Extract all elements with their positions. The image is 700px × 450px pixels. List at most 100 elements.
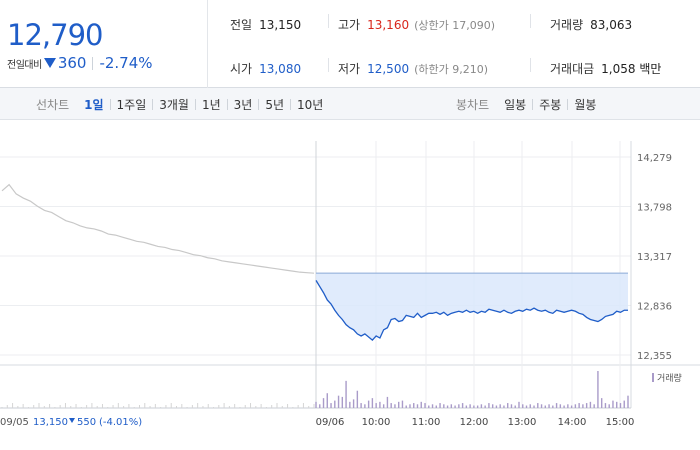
divider [532, 98, 534, 110]
volume-legend-swatch [652, 373, 654, 382]
tab-daily[interactable]: 일봉 [504, 97, 527, 112]
volume-bar [559, 404, 562, 408]
prev-volume-bar [218, 405, 220, 408]
volume-bar [552, 405, 554, 408]
change-row: 전일대비 360 -2.74% [7, 54, 153, 72]
volume-bar [473, 405, 475, 408]
prev-volume-bar [281, 406, 283, 408]
stat-label: 고가 [338, 18, 361, 32]
volume-bar [371, 398, 374, 408]
stat-prev: 전일 13,150 [230, 16, 301, 33]
prev-volume-bar [160, 407, 162, 408]
volume-bar [465, 405, 468, 408]
volume-legend-label: 거래량 [657, 372, 682, 384]
volume-bar [443, 404, 445, 408]
volume-bar [315, 401, 317, 408]
volume-bar [627, 395, 629, 408]
divider [92, 56, 94, 70]
tab-1day[interactable]: 1일 [84, 97, 104, 112]
prev-volume-bar [250, 403, 252, 408]
volume-bar [522, 404, 524, 408]
tab-monthly[interactable]: 월봉 [574, 97, 597, 112]
footer-down-icon [69, 418, 75, 423]
volume-bar [337, 395, 340, 408]
x-tick-label: 13:00 [508, 417, 537, 428]
today-date-label: 09/06 [316, 417, 345, 428]
volume-bar [352, 399, 355, 408]
volume-bar [428, 405, 430, 408]
volume-bar [345, 380, 347, 408]
stat-open: 시가 13,080 [230, 60, 301, 77]
prev-volume-bar [149, 406, 151, 408]
prev-volume-bar [239, 407, 241, 408]
volume-bar [597, 371, 599, 408]
prev-volume-bar [70, 406, 72, 408]
x-tick-label: 14:00 [558, 417, 587, 428]
stat-low: 저가 12,500 (하한가 9,210) [338, 60, 488, 77]
volume-bar [619, 403, 622, 408]
volume-bar [503, 405, 505, 408]
volume-bar [616, 401, 618, 408]
volume-bar [544, 405, 547, 408]
volume-bar [555, 403, 558, 408]
volume-bar [578, 403, 580, 408]
prev-volume-bar [49, 404, 51, 408]
volume-bar [548, 404, 550, 408]
volume-bar [458, 404, 460, 408]
prev-volume-bar [176, 406, 178, 408]
volume-bar [510, 404, 513, 408]
volume-bar [623, 400, 625, 408]
volume-bar [367, 400, 370, 408]
divider [194, 98, 196, 110]
volume-bar [431, 404, 434, 408]
tab-1year[interactable]: 1년 [201, 97, 221, 112]
prev-volume-bar [112, 405, 114, 408]
tab-weekly[interactable]: 주봉 [539, 97, 562, 112]
x-axis-labels: 10:00 11:00 12:00 13:00 14:00 15:00 09/06 [316, 417, 635, 428]
stat-label: 거래량 [550, 18, 584, 32]
volume-bar [439, 403, 441, 408]
divider [226, 98, 228, 110]
volume-bar [356, 390, 359, 408]
prev-day-line [1, 183, 315, 274]
volume-bar [420, 401, 422, 408]
y-tick-label: 12,836 [637, 302, 672, 313]
volume-bar [326, 393, 328, 408]
volume-bar [424, 403, 426, 408]
volume-bar [540, 404, 543, 408]
prev-volume-bar [138, 405, 140, 408]
stat-amount: 거래대금 1,058 백만 [550, 60, 661, 77]
upper-limit: (상한가 17,090) [414, 19, 496, 32]
prev-volume-bar [223, 403, 225, 408]
volume-bar [567, 404, 569, 408]
prev-volume-bar [181, 404, 183, 408]
tab-3month[interactable]: 3개월 [159, 97, 189, 112]
volume-bar [409, 404, 411, 408]
prev-volume-bar [80, 407, 82, 408]
prev-volume-bar [101, 404, 103, 408]
volume-bar [390, 403, 392, 408]
tab-10year[interactable]: 10년 [297, 97, 324, 112]
footer-value: 13,150 [33, 417, 68, 428]
stats-panel: 전일 13,150 고가 13,160 (상한가 17,090) 거래량 83,… [208, 0, 700, 88]
divider [530, 14, 531, 28]
change-amount: 360 [57, 54, 87, 72]
volume-bar [600, 398, 603, 408]
tab-3year[interactable]: 3년 [233, 97, 253, 112]
prev-volume-bar [1, 407, 3, 408]
price-chart: 14,279 13,798 13,317 12,836 12,355 10:00 11:0… [0, 141, 700, 428]
prev-volume-bar [165, 405, 167, 408]
stat-value: 13,080 [259, 62, 302, 76]
volume-bar [413, 403, 415, 408]
divider [328, 58, 329, 72]
x-tick-label: 10:00 [362, 417, 391, 428]
volume-bar [322, 398, 325, 408]
prev-volume-bar [86, 405, 88, 408]
prev-volume-bar [313, 404, 315, 408]
tab-1week[interactable]: 1주일 [116, 97, 147, 112]
volume-bar [341, 396, 344, 408]
tab-5year[interactable]: 5년 [265, 97, 285, 112]
prev-volume-bar [17, 406, 19, 408]
volume-bar [379, 401, 381, 408]
volume-bar [488, 403, 490, 408]
